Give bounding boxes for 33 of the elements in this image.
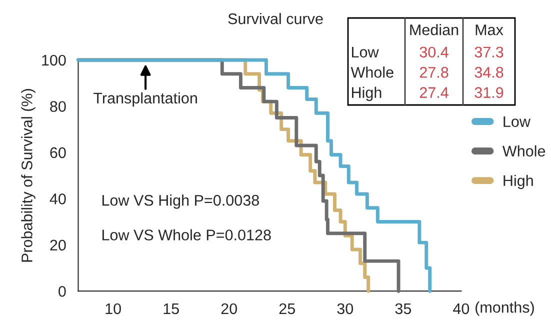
annotation: Transplantation <box>94 92 197 107</box>
text: Median <box>410 24 458 36</box>
y-axis-title: Probability of Survival (%) <box>21 89 36 262</box>
legend-label: High <box>504 174 533 190</box>
annotation: Low VS Whole P=0.0128 <box>102 229 271 240</box>
x-tick-label: 10 <box>106 303 121 314</box>
y-tick-label: 0 <box>58 286 66 297</box>
annotation: 27.4 <box>420 87 448 98</box>
x-tick-label: 20 <box>221 303 237 314</box>
y-tick-label: 80 <box>50 101 66 112</box>
x-tick-label: 30 <box>337 303 354 314</box>
annotation: Whole <box>350 66 394 78</box>
legend-label: Whole <box>502 145 546 157</box>
text: 34.8 <box>474 66 504 78</box>
annotation: 27.8 <box>420 66 448 78</box>
text: Low <box>352 46 379 58</box>
text: Max <box>476 24 504 36</box>
x-tick-label: 35 <box>395 303 412 314</box>
y-tick-label: 100 <box>42 54 66 66</box>
y-tick-label: 40 <box>50 194 66 204</box>
text: 37.3 <box>474 46 504 58</box>
x-tick-label: 15 <box>164 303 179 314</box>
x-tick-label: 40 <box>453 303 470 314</box>
y-tick-label: 60 <box>50 147 66 158</box>
chart-title: Survival curve <box>228 12 323 24</box>
y-tick-label: 20 <box>50 240 66 251</box>
x-tick-label: 25 <box>279 303 295 314</box>
text: 31.9 <box>474 87 504 98</box>
x-axis-title: (months) <box>476 302 534 316</box>
text: 30.4 <box>420 46 448 58</box>
legend-label: Low <box>504 116 530 128</box>
annotation: High <box>352 86 382 101</box>
annotation: Low VS High P=0.0038 <box>102 194 259 209</box>
